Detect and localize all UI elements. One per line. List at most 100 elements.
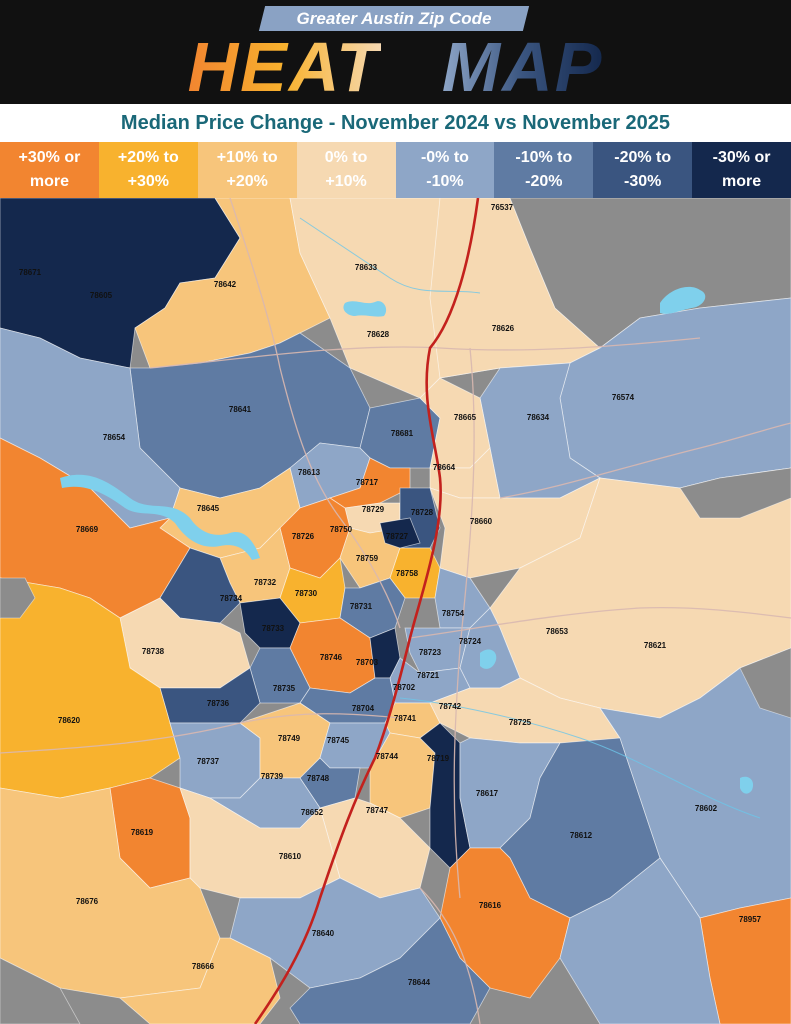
zip-label-78619: 78619 <box>131 828 154 837</box>
zip-label-78633: 78633 <box>355 263 378 272</box>
road-east-rural <box>499 422 791 499</box>
road-sh130 <box>453 347 475 899</box>
zip-label-78741: 78741 <box>394 714 417 723</box>
zip-label-78742: 78742 <box>439 702 462 711</box>
zip-label-78660: 78660 <box>470 517 493 526</box>
zip-label-78616: 78616 <box>479 901 502 910</box>
zip-label-76574: 76574 <box>612 393 635 402</box>
zip-label-78621: 78621 <box>644 641 667 650</box>
region-gray-east1 <box>679 467 791 519</box>
region-78666 <box>119 937 281 1024</box>
region-se-blue <box>559 857 721 1024</box>
zip-label-78745: 78745 <box>327 736 350 745</box>
zip-label-78750: 78750 <box>330 525 353 534</box>
legend-item-plus30: +30% or more <box>0 142 99 198</box>
zip-code-map: 76537 78633 78642 78671 78605 78628 78626 76574… <box>0 198 791 1024</box>
zip-label-78719: 78719 <box>427 754 450 763</box>
zip-label-78729: 78729 <box>362 505 385 514</box>
zip-label-78676: 78676 <box>76 897 99 906</box>
zip-label-78732: 78732 <box>254 578 277 587</box>
zip-label-78640: 78640 <box>312 929 335 938</box>
zip-label-78628: 78628 <box>367 330 390 339</box>
legend-item-plus0: 0% to +10% <box>296 142 396 198</box>
region-78602 <box>599 647 791 919</box>
zip-label-78747: 78747 <box>366 806 389 815</box>
zip-label-group: 76537 78633 78642 78671 78605 78628 78626 76574… <box>19 203 762 987</box>
zip-label-78738: 78738 <box>142 647 165 656</box>
lake-travis <box>60 474 260 560</box>
zip-label-78653: 78653 <box>546 627 569 636</box>
highway-i35 <box>253 198 480 1024</box>
zip-label-78736: 78736 <box>207 699 230 708</box>
main-title: HEAT MAP <box>0 30 791 104</box>
legend-item-plus20: +20% to +30% <box>98 142 198 198</box>
zip-label-78626: 78626 <box>492 324 515 333</box>
road-290-east <box>409 607 791 639</box>
legend-item-minus10: -10% to -20% <box>494 142 594 198</box>
river-colorado <box>399 697 761 819</box>
zip-label-78642: 78642 <box>214 280 237 289</box>
zip-label-78652: 78652 <box>301 808 324 817</box>
zip-label-78644: 78644 <box>408 978 431 987</box>
zip-label-78704: 78704 <box>352 704 375 713</box>
zip-label-78612: 78612 <box>570 831 593 840</box>
lake-georgetown <box>343 301 387 317</box>
legend: +30% or more +20% to +30% +10% to +20% 0… <box>0 142 791 198</box>
road-south-rural <box>419 887 481 1024</box>
road-east-west-north <box>149 337 701 369</box>
road-183-north <box>229 198 401 629</box>
region-gray-west1 <box>0 577 36 619</box>
zip-label-78749: 78749 <box>278 734 301 743</box>
zip-label-78613: 78613 <box>298 468 321 477</box>
road-71-west <box>0 713 401 754</box>
legend-item-plus10: +10% to +20% <box>197 142 297 198</box>
zip-label-78702: 78702 <box>393 683 416 692</box>
region-78644 <box>289 917 491 1024</box>
lake-bastrop <box>740 776 754 794</box>
region-gray-sw <box>0 957 81 1024</box>
river-san-gabriel <box>299 217 481 294</box>
zip-label-78759: 78759 <box>356 554 379 563</box>
zip-label-78602: 78602 <box>695 804 718 813</box>
zip-label-78733: 78733 <box>262 624 285 633</box>
zip-label-78723: 78723 <box>419 648 442 657</box>
zip-label-78666: 78666 <box>192 962 215 971</box>
zip-label-78754: 78754 <box>442 609 465 618</box>
zip-label-78957: 78957 <box>739 915 762 924</box>
lake-granger <box>660 286 706 314</box>
legend-item-minus20: -20% to -30% <box>593 142 693 198</box>
map-subtitle: Median Price Change - November 2024 vs N… <box>0 104 791 142</box>
legend-item-minus0: -0% to -10% <box>395 142 495 198</box>
zip-label-78703: 78703 <box>356 658 379 667</box>
zip-label-78620: 78620 <box>58 716 81 725</box>
zip-label-78746: 78746 <box>320 653 343 662</box>
zip-label-78735: 78735 <box>273 684 296 693</box>
zip-label-78730: 78730 <box>295 589 318 598</box>
zip-label-78737: 78737 <box>197 757 220 766</box>
zip-label-78758: 78758 <box>396 569 419 578</box>
lake-walter-long <box>480 649 497 669</box>
title-tag: Greater Austin Zip Code <box>296 9 492 28</box>
zip-label-78654: 78654 <box>103 433 126 442</box>
zip-label-78728: 78728 <box>411 508 434 517</box>
zip-label-78748: 78748 <box>307 774 330 783</box>
zip-label-78725: 78725 <box>509 718 532 727</box>
zip-label-78641: 78641 <box>229 405 252 414</box>
zip-label-78645: 78645 <box>197 504 220 513</box>
zip-label-78681: 78681 <box>391 429 414 438</box>
zip-label-78734: 78734 <box>220 594 243 603</box>
legend-item-minus30: -30% or more <box>692 142 791 198</box>
title-heat-word: HEAT <box>187 28 381 106</box>
zip-label-78634: 78634 <box>527 413 550 422</box>
zip-label-78671: 78671 <box>19 268 42 277</box>
zip-label-76537: 76537 <box>491 203 514 212</box>
zip-label-78739: 78739 <box>261 772 284 781</box>
zip-label-78610: 78610 <box>279 852 302 861</box>
zip-label-78726: 78726 <box>292 532 315 541</box>
zip-label-78669: 78669 <box>76 525 99 534</box>
zip-label-78617: 78617 <box>476 789 499 798</box>
region-gray-east2 <box>739 647 791 719</box>
zip-label-78731: 78731 <box>350 602 373 611</box>
region-78727 <box>379 517 421 549</box>
zip-label-78724: 78724 <box>459 637 482 646</box>
